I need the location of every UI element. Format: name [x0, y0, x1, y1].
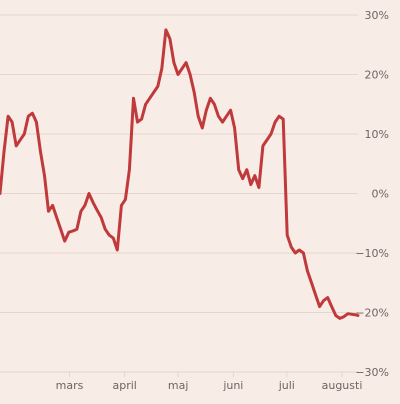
y-tick-label: −30% — [355, 366, 389, 379]
series-layer — [0, 28, 360, 320]
grid — [0, 14, 358, 373]
y-tick-label: 0% — [372, 188, 389, 201]
x-tick-label: april — [113, 379, 137, 392]
x-tick-label: mars — [56, 379, 84, 392]
x-tick-label: juni — [222, 379, 243, 392]
y-tick-label: 30% — [365, 9, 389, 22]
x-tick-label: maj — [168, 379, 189, 392]
y-tick-label: 20% — [365, 69, 389, 82]
x-tick-label: juli — [278, 379, 295, 392]
y-tick-label: −20% — [355, 307, 389, 320]
y-tick-label: −10% — [355, 247, 389, 260]
x-axis: mars april maj juni juli augusti — [56, 372, 363, 392]
y-axis: 30% 20% 10% 0% −10% −20% −30% — [355, 9, 389, 379]
x-tick-label: augusti — [322, 379, 363, 392]
y-tick-label: 10% — [365, 128, 389, 141]
series-line — [0, 28, 360, 320]
